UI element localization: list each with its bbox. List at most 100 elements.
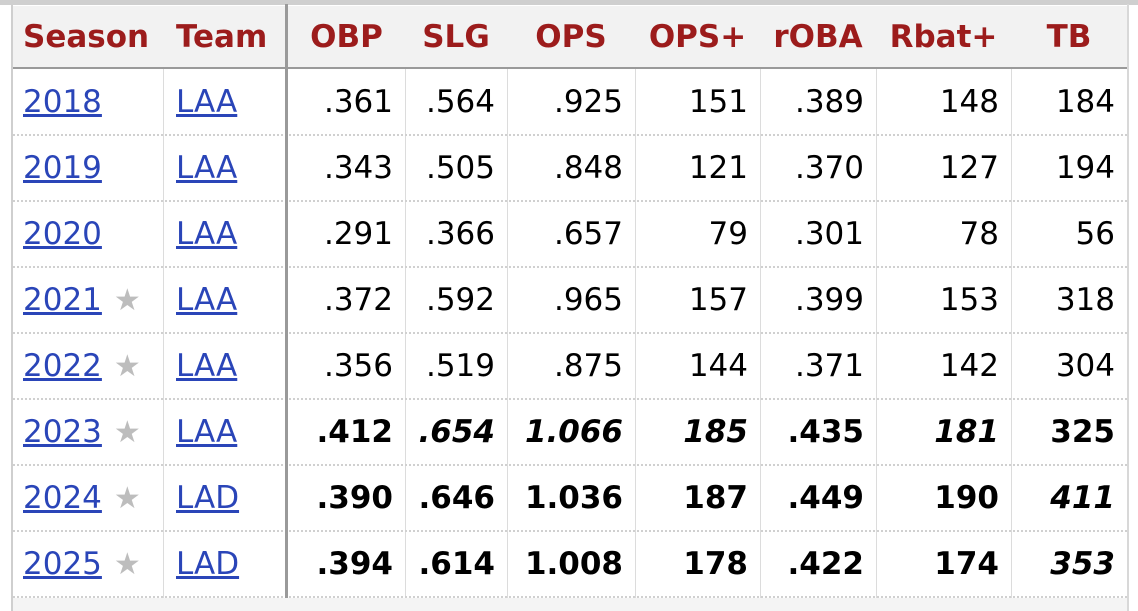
team-link[interactable]: LAA <box>176 84 238 120</box>
all-star-icon: ★ <box>113 348 141 384</box>
column-header-tb[interactable]: TB <box>1011 6 1127 68</box>
slg-cell: .654 <box>418 414 496 450</box>
slg-cell: .646 <box>418 480 496 516</box>
team-cell: LAD <box>163 465 285 531</box>
column-divider <box>163 6 164 611</box>
season-link[interactable]: 2024 <box>23 480 102 516</box>
tb-cell: 318 <box>1055 282 1115 318</box>
row-separator <box>13 596 1127 598</box>
season-link[interactable]: 2021 <box>23 282 102 318</box>
tb-cell: 194 <box>1055 150 1115 186</box>
team-link[interactable]: LAA <box>176 348 238 384</box>
column-header-slg[interactable]: SLG <box>405 6 507 68</box>
ops-plus-cell: 157 <box>688 282 748 318</box>
ops-cell: 1.066 <box>524 414 623 450</box>
season-cell: 2023 ★ <box>13 399 163 465</box>
slg-cell: .366 <box>425 216 495 252</box>
season-cell: 2022 ★ <box>13 333 163 399</box>
team-cell: LAA <box>163 69 285 135</box>
roba-cell: .389 <box>794 84 864 120</box>
column-divider <box>876 6 877 611</box>
roba-cell: .435 <box>787 414 865 450</box>
team-link[interactable]: LAD <box>176 480 240 516</box>
ops-cell: 1.036 <box>524 480 623 516</box>
column-header-ops-plus[interactable]: OPS+ <box>635 6 760 68</box>
frozen-column-divider <box>285 4 288 611</box>
roba-cell: .370 <box>794 150 864 186</box>
column-header-team[interactable]: Team <box>163 6 285 68</box>
team-cell: LAA <box>163 135 285 201</box>
season-cell: 2019 <box>13 135 163 201</box>
rbat-plus-cell: 190 <box>934 480 999 516</box>
team-link[interactable]: LAD <box>176 546 240 582</box>
rbat-plus-cell: 78 <box>959 216 999 252</box>
rbat-plus-cell: 142 <box>939 348 999 384</box>
column-divider <box>1011 6 1012 611</box>
tb-cell: 353 <box>1050 546 1115 582</box>
row-separator <box>13 530 1127 532</box>
row-separator <box>13 332 1127 334</box>
column-divider <box>405 6 406 611</box>
row-separator <box>13 134 1127 136</box>
table-top-border <box>0 0 1138 5</box>
row-separator <box>13 398 1127 400</box>
ops-cell: .657 <box>553 216 623 252</box>
season-link[interactable]: 2025 <box>23 546 102 582</box>
ops-plus-cell: 79 <box>708 216 748 252</box>
obp-cell: .343 <box>323 150 393 186</box>
season-link[interactable]: 2020 <box>23 216 102 252</box>
column-header-ops[interactable]: OPS <box>507 6 635 68</box>
ops-plus-cell: 185 <box>683 414 748 450</box>
season-link[interactable]: 2018 <box>23 84 102 120</box>
row-separator <box>13 464 1127 466</box>
rbat-plus-cell: 153 <box>939 282 999 318</box>
table-left-border <box>11 4 13 611</box>
all-star-icon: ★ <box>113 546 141 582</box>
team-link[interactable]: LAA <box>176 414 238 450</box>
obp-cell: .394 <box>316 546 394 582</box>
roba-cell: .301 <box>794 216 864 252</box>
slg-cell: .614 <box>418 546 496 582</box>
team-cell: LAA <box>163 399 285 465</box>
slg-cell: .592 <box>425 282 495 318</box>
rbat-plus-cell: 174 <box>934 546 999 582</box>
column-header-roba[interactable]: rOBA <box>760 6 876 68</box>
team-link[interactable]: LAA <box>176 216 238 252</box>
column-header-obp[interactable]: OBP <box>288 6 405 68</box>
column-divider <box>507 6 508 611</box>
obp-cell: .291 <box>323 216 393 252</box>
tb-cell: 325 <box>1050 414 1115 450</box>
team-link[interactable]: LAA <box>176 282 238 318</box>
slg-cell: .519 <box>425 348 495 384</box>
season-cell: 2021 ★ <box>13 267 163 333</box>
team-link[interactable]: LAA <box>176 150 238 186</box>
all-star-icon: ★ <box>113 480 141 516</box>
ops-plus-cell: 187 <box>683 480 748 516</box>
tb-cell: 411 <box>1050 480 1115 516</box>
all-star-icon: ★ <box>113 414 141 450</box>
season-link[interactable]: 2022 <box>23 348 102 384</box>
roba-cell: .399 <box>794 282 864 318</box>
tb-cell: 56 <box>1075 216 1115 252</box>
tb-cell: 304 <box>1055 348 1115 384</box>
season-link[interactable]: 2019 <box>23 150 102 186</box>
ops-cell: 1.008 <box>524 546 623 582</box>
ops-plus-cell: 144 <box>688 348 748 384</box>
obp-cell: .356 <box>323 348 393 384</box>
table-footer-strip <box>13 598 1127 611</box>
tb-cell: 184 <box>1055 84 1115 120</box>
season-cell: 2024 ★ <box>13 465 163 531</box>
row-separator <box>13 266 1127 268</box>
roba-cell: .449 <box>787 480 865 516</box>
season-link[interactable]: 2023 <box>23 414 102 450</box>
ops-plus-cell: 151 <box>688 84 748 120</box>
season-cell: 2018 <box>13 69 163 135</box>
roba-cell: .371 <box>794 348 864 384</box>
column-header-season[interactable]: Season <box>13 6 163 68</box>
ops-cell: .875 <box>553 348 623 384</box>
rbat-plus-cell: 127 <box>939 150 999 186</box>
column-header-rbat-plus[interactable]: Rbat+ <box>876 6 1011 68</box>
slg-cell: .505 <box>425 150 495 186</box>
obp-cell: .361 <box>323 84 393 120</box>
ops-plus-cell: 178 <box>683 546 748 582</box>
